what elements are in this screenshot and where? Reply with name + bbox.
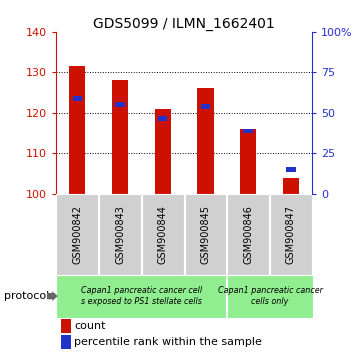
Title: GDS5099 / ILMN_1662401: GDS5099 / ILMN_1662401 bbox=[93, 17, 275, 31]
Bar bbox=[201, 104, 210, 109]
Bar bbox=[197, 88, 214, 194]
Text: Capan1 pancreatic cancer cell
s exposed to PS1 stellate cells: Capan1 pancreatic cancer cell s exposed … bbox=[81, 286, 202, 306]
Bar bbox=[270, 194, 312, 275]
Text: GSM900842: GSM900842 bbox=[72, 205, 82, 264]
Bar bbox=[112, 80, 128, 194]
Bar bbox=[286, 167, 296, 172]
Text: count: count bbox=[74, 321, 105, 331]
Bar bbox=[243, 129, 253, 133]
Bar bbox=[184, 194, 226, 275]
Text: GSM900847: GSM900847 bbox=[286, 205, 296, 264]
Text: percentile rank within the sample: percentile rank within the sample bbox=[74, 337, 262, 347]
Bar bbox=[155, 109, 171, 194]
Bar bbox=[240, 129, 256, 194]
Bar bbox=[142, 194, 184, 275]
Bar bbox=[158, 116, 168, 121]
Bar bbox=[227, 194, 269, 275]
Text: GSM900845: GSM900845 bbox=[200, 205, 210, 264]
Bar bbox=[61, 319, 71, 333]
Bar bbox=[115, 102, 125, 107]
Bar bbox=[56, 194, 98, 275]
Text: GSM900843: GSM900843 bbox=[115, 205, 125, 264]
Bar bbox=[61, 335, 71, 349]
Bar bbox=[99, 194, 141, 275]
Bar bbox=[73, 96, 82, 101]
Text: protocol: protocol bbox=[4, 291, 49, 301]
Text: Capan1 pancreatic cancer
cells only: Capan1 pancreatic cancer cells only bbox=[218, 286, 322, 306]
Bar bbox=[227, 275, 313, 318]
Text: GSM900844: GSM900844 bbox=[158, 205, 168, 264]
Text: GSM900846: GSM900846 bbox=[243, 205, 253, 264]
Bar bbox=[56, 275, 226, 318]
Bar bbox=[69, 66, 86, 194]
Bar bbox=[283, 177, 299, 194]
